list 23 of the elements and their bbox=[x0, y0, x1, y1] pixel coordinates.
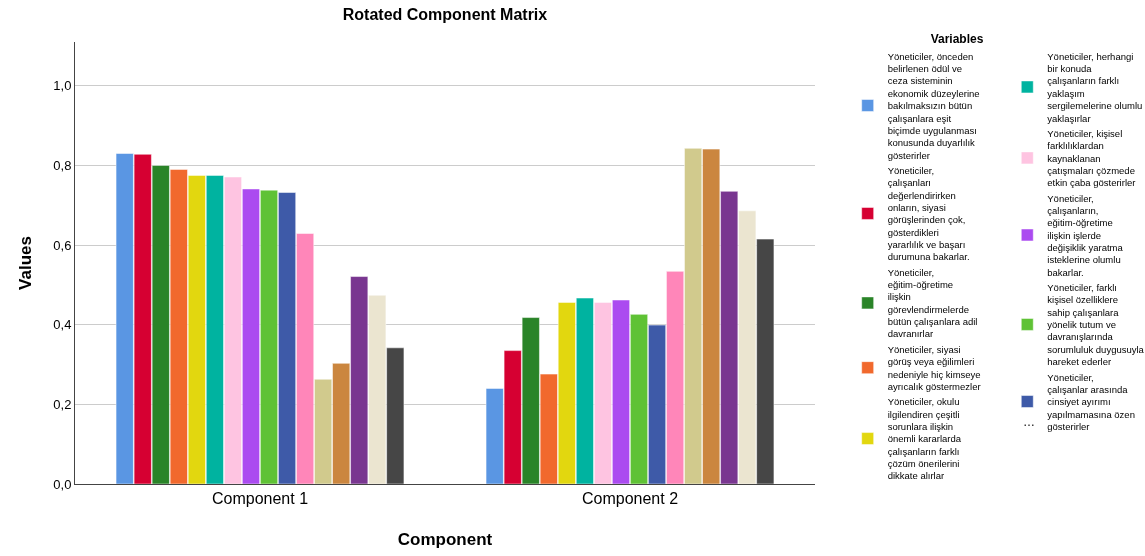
y-tick-label: 0,0 bbox=[53, 476, 72, 492]
text: Yöneticiler, önceden belirlenen ödül ve ceza sisteminin ekonomik düzeylerine bakılmaksızın bütün çalışanlara eşit biçimde uygulanması konusunda duyarlılık gösterirler bbox=[887, 50, 980, 161]
legend-label: Yöneticiler, çalışanlar arasında cinsiyet ayırımı yapılmamasına özen gösterirler bbox=[1047, 371, 1135, 432]
y-tick-label: 0,2 bbox=[53, 396, 72, 412]
legend-label: Yöneticiler, kişisel farklılıklardan kaynaklanan çatışmaları çözmede etkin çaba gösterirler bbox=[1047, 127, 1136, 189]
x-tick-label: Component 1 bbox=[211, 490, 309, 508]
y-tick-label: 0,4 bbox=[53, 317, 72, 333]
legend-label: Yöneticiler, farklı kişisel özelliklere sahip çalışanlara yönelik tutum ve davranışlarında sorumluluk duygusuyla hareket ederler bbox=[1047, 282, 1145, 368]
text: … bbox=[1023, 415, 1035, 429]
legend-label: Yöneticiler, çalışanların, eğitim-öğretime ilişkin işlerde değişiklik yaratma isteklerine olumlu bakarlar. bbox=[1047, 192, 1124, 278]
x-axis-title: Component bbox=[397, 530, 493, 549]
y-tick-label: 0,6 bbox=[53, 237, 72, 253]
legend-label: Yöneticiler, siyasi görüş veya eğilimleri nedeniyle hiç kimseye ayrıcalık göstermezler bbox=[887, 343, 981, 392]
legend-label: Yöneticiler, herhangi bir konuda çalışanların farklı yaklaşım sergilemelerine olumlu yaklaşırlar bbox=[1047, 50, 1143, 124]
y-tick-label: 0,8 bbox=[53, 157, 72, 173]
legend-label: Yöneticiler, okulu ilgilendiren çeşitli sorunlara ilişkin önemli kararlarda çalışanların farklı çözüm önerilerini dikkate alırlar bbox=[887, 396, 962, 482]
chart-title: Rotated Component Matrix bbox=[342, 5, 548, 23]
y-axis-title: Values bbox=[16, 236, 35, 290]
legend-title: Variables bbox=[930, 32, 984, 47]
x-tick-label: Component 2 bbox=[581, 490, 679, 508]
legend-label: Yöneticiler, eğitim-öğretime ilişkin görevlendirmelerde bütün çalışanlara adil davranırlar bbox=[887, 266, 978, 340]
y-tick-label: 1,0 bbox=[53, 78, 72, 94]
legend-label: Yöneticiler, çalışanları değerlendirirken onların, siyasi görüşlerinden çok, gösterdikleri yararlılık ve başarı durumuna bakarlar. bbox=[887, 164, 970, 263]
